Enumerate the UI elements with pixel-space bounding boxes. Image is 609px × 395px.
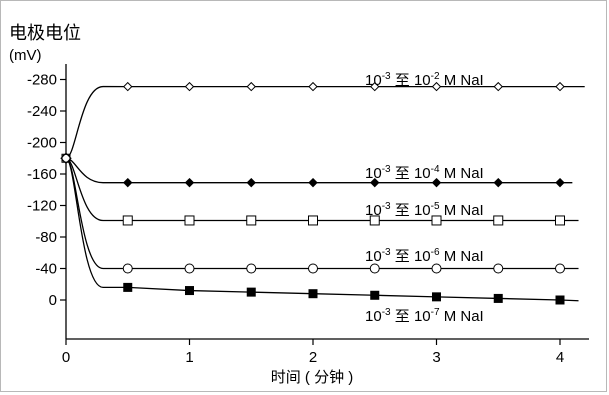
data-point-open-square bbox=[122, 215, 133, 226]
data-point-filled-diamond bbox=[370, 177, 380, 188]
data-point-open-diamond bbox=[431, 81, 442, 92]
y-tick-label: 0 bbox=[49, 292, 57, 309]
y-tick-label: -280 bbox=[27, 72, 57, 89]
data-point-open-square bbox=[493, 215, 504, 226]
y-tick-label: -120 bbox=[27, 198, 57, 215]
data-point-open-diamond bbox=[123, 81, 133, 92]
start-point-square bbox=[61, 153, 71, 163]
data-point-filled-square bbox=[185, 286, 194, 296]
data-point-open-circle bbox=[308, 263, 318, 274]
data-point-open-circle bbox=[369, 263, 380, 274]
data-point-filled-diamond bbox=[123, 177, 133, 188]
x-tick-label: 3 bbox=[432, 349, 440, 366]
data-point-open-circle bbox=[246, 263, 257, 274]
start-point-diamond bbox=[60, 152, 72, 164]
data-point-filled-square bbox=[246, 287, 256, 297]
data-point-filled-square bbox=[555, 295, 565, 305]
x-tick-label: 0 bbox=[62, 349, 70, 366]
chart-title: 电极电位 bbox=[9, 23, 81, 43]
data-point-open-circle bbox=[184, 263, 195, 274]
data-point-open-circle bbox=[493, 263, 504, 274]
data-point-filled-square bbox=[432, 292, 441, 302]
series-markers bbox=[60, 81, 565, 305]
x-tick-label: 4 bbox=[556, 349, 564, 366]
series-lines bbox=[65, 85, 585, 302]
data-point-open-diamond bbox=[555, 81, 565, 92]
data-point-filled-square bbox=[308, 289, 318, 299]
series-line bbox=[65, 157, 579, 270]
data-point-filled-square bbox=[370, 290, 380, 300]
x-tick-label: 2 bbox=[309, 349, 317, 366]
x-axis-label: 时间 ( 分钟 ) bbox=[271, 369, 354, 386]
data-point-open-diamond bbox=[493, 81, 503, 92]
data-point-filled-diamond bbox=[431, 177, 442, 188]
data-point-open-square bbox=[555, 215, 565, 226]
data-point-open-diamond bbox=[184, 81, 195, 92]
series-label: 10-3 至 10-5 M NaI bbox=[365, 201, 484, 219]
data-point-open-circle bbox=[122, 263, 133, 274]
y-axis-unit: (mV) bbox=[9, 47, 42, 64]
data-point-filled-square bbox=[123, 282, 133, 292]
data-point-open-square bbox=[369, 215, 380, 226]
series-label: 10-3 至 10-4 M NaI bbox=[365, 164, 484, 182]
data-point-filled-diamond bbox=[308, 177, 318, 188]
series-line bbox=[65, 157, 579, 302]
series-labels: 10-3 至 10-2 M NaI 10-3 至 10-4 M NaI 10-3 至… bbox=[365, 71, 484, 325]
data-point-open-diamond bbox=[308, 81, 318, 92]
data-point-filled-diamond bbox=[555, 177, 565, 188]
y-tick-label: -200 bbox=[27, 135, 57, 152]
y-tick-label: -240 bbox=[27, 103, 57, 120]
data-point-filled-square bbox=[493, 293, 503, 303]
y-tick-label: -40 bbox=[35, 261, 57, 278]
data-point-filled-diamond bbox=[184, 177, 195, 188]
data-point-open-diamond bbox=[246, 81, 256, 92]
series-line bbox=[65, 157, 579, 222]
series-line bbox=[65, 157, 573, 184]
data-point-filled-diamond bbox=[493, 177, 503, 188]
series-label: 10-3 至 10-6 M NaI bbox=[365, 247, 484, 265]
data-point-open-circle bbox=[555, 263, 565, 274]
data-point-open-circle bbox=[431, 263, 442, 274]
series-line bbox=[65, 85, 585, 159]
tick-marks: -280 -240 -200 -160 -120 -80 -40 0 0 1 2 3 4 bbox=[27, 72, 564, 367]
data-point-open-square bbox=[431, 215, 442, 226]
data-point-filled-diamond bbox=[246, 177, 256, 188]
data-point-open-diamond bbox=[370, 81, 380, 92]
y-tick-label: -160 bbox=[27, 166, 57, 183]
data-point-open-square bbox=[246, 215, 257, 226]
x-tick-label: 1 bbox=[185, 349, 193, 366]
series-label: 10-3 至 10-7 M NaI bbox=[365, 307, 484, 325]
data-point-open-square bbox=[184, 215, 195, 226]
axes bbox=[65, 64, 589, 340]
y-tick-label: -80 bbox=[35, 229, 57, 246]
series-label: 10-3 至 10-2 M NaI bbox=[365, 71, 484, 89]
data-point-open-square bbox=[308, 215, 318, 226]
